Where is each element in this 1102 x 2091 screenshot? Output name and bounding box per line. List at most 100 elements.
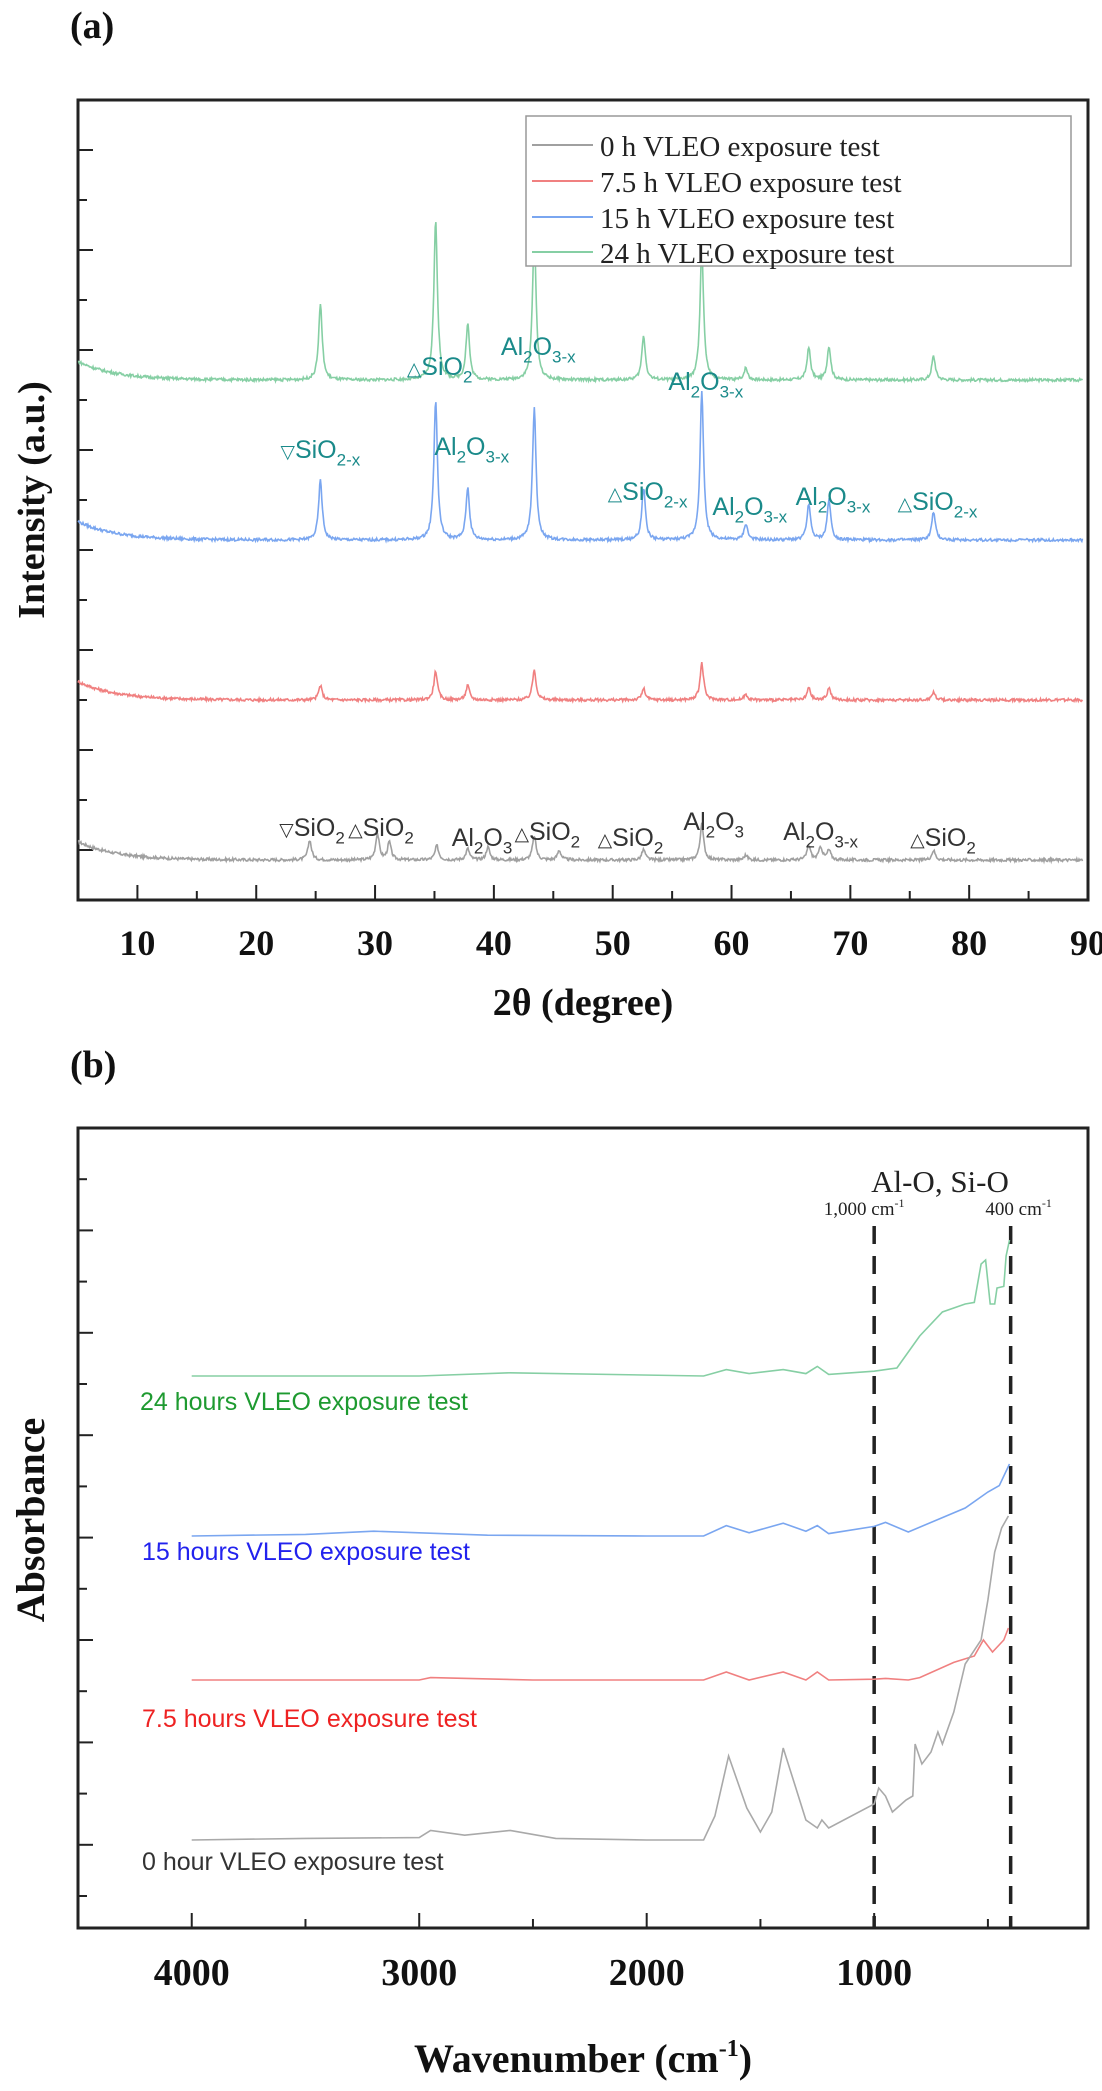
xrd-legend: 0 h VLEO exposure test 7.5 h VLEO exposu… — [525, 115, 1072, 270]
xrd-peak-label-0h-part: 3-x — [834, 833, 858, 852]
ftir-x-axis-label-main: Wavenumber (cm — [414, 2036, 719, 2081]
xrd-peak-label-0h: ▽SiO2 — [279, 814, 345, 848]
xrd-peak-label-24h-part: O — [744, 493, 763, 521]
xrd-peak-label-0h-part: Al — [783, 818, 805, 846]
xrd-peak-label-24h: Al2O3-x — [712, 493, 787, 527]
ftir-series: 24 hours VLEO exposure test 15 hours VLEO… — [140, 1239, 1011, 1876]
xrd-annotations: ▽SiO2-x△SiO2Al2O3-xAl2O3-x△SiO2-xAl2O3-x… — [279, 333, 978, 858]
xrd-peak-label-0h-part: O — [483, 824, 502, 852]
xrd-peak-label-0h-part: SiO — [529, 818, 571, 846]
xrd-peak-label-24h-part: Al — [501, 333, 523, 361]
legend-label-24h: 24 h VLEO exposure test — [600, 238, 894, 270]
xrd-peak-label-24h: Al2O3-x — [668, 368, 743, 402]
ftir-y-ticks — [78, 1178, 93, 1897]
ftir-reference-label-main: 400 cm — [985, 1199, 1042, 1220]
xrd-peak-label-24h-part: 3-x — [552, 348, 576, 367]
xrd-peak-label-0h-part: △ — [515, 823, 530, 844]
xrd-peak-label-24h-part: O — [700, 368, 719, 396]
xrd-peak-label-24h: △SiO2 — [407, 353, 473, 387]
xrd-peak-label-24h-part: ▽ — [281, 441, 296, 462]
xrd-peak-label-0h-part: 3 — [735, 823, 744, 842]
xrd-peak-label-24h-part: 3-x — [764, 508, 788, 527]
ftir-x-tick-label: 3000 — [381, 1952, 457, 1994]
xrd-panel: (a) 10 20 30 40 50 60 70 80 90 ▽SiO2-x△SiO2Al2O3… — [11, 5, 1102, 1024]
xrd-peak-label-24h-part: Al — [796, 483, 818, 511]
xrd-peak-label-24h-part: 2 — [691, 383, 700, 402]
ftir-x-tick-label: 2000 — [609, 1952, 685, 1994]
ftir-y-axis-label: Absorbance — [8, 1418, 53, 1622]
xrd-peak-label-24h-part: SiO — [421, 353, 463, 381]
xrd-peak-label-24h-part: SiO — [622, 478, 664, 506]
xrd-peak-label-0h-part: O — [715, 808, 734, 836]
xrd-peak-label-24h-part: Al — [712, 493, 734, 521]
xrd-peak-label-0h-part: SiO — [925, 824, 967, 852]
xrd-peak-label-0h-part: SiO — [294, 814, 336, 842]
ftir-x-ticks: 4000 3000 2000 1000 — [154, 1913, 989, 1994]
ftir-reference-label-sup: -1 — [895, 1196, 905, 1210]
xrd-series-line — [77, 390, 1084, 544]
xrd-peak-label-24h-part: △ — [407, 358, 422, 379]
xrd-peak-label-24h-part: △ — [608, 483, 623, 504]
xrd-peak-label-24h-part: SiO — [912, 488, 954, 516]
ftir-series-line — [191, 1627, 1010, 1681]
ftir-panel: (b) 4000 3000 2000 1000 1,000 cm-1 400 cm-1 … — [8, 1044, 1090, 2081]
xrd-peak-label-24h-part: 2-x — [337, 451, 361, 470]
legend-label-15h: 15 h VLEO exposure test — [600, 203, 894, 235]
ftir-series-label: 7.5 hours VLEO exposure test — [142, 1705, 477, 1733]
xrd-peak-label-24h-part: 3-x — [486, 448, 510, 467]
xrd-peak-label-24h-part: △ — [898, 493, 913, 514]
xrd-y-ticks — [78, 149, 93, 851]
panel-label-b: (b) — [70, 1044, 116, 1086]
ftir-series-line — [191, 1463, 1011, 1537]
xrd-peak-label-0h-part: 2 — [805, 833, 814, 852]
xrd-x-tick-label: 60 — [714, 923, 750, 963]
xrd-peak-label-0h: Al2O3 — [452, 824, 513, 858]
xrd-peak-label-24h-part: SiO — [295, 436, 337, 464]
xrd-peak-label-24h-part: Al — [668, 368, 690, 396]
xrd-peak-label-24h-part: 2 — [735, 508, 744, 527]
panel-label-a: (a) — [70, 5, 114, 47]
ftir-reference-label-sup: -1 — [1042, 1196, 1052, 1210]
ftir-reference-label: 1,000 cm-1 — [824, 1196, 905, 1220]
xrd-peak-label-0h: Al2O3-x — [783, 818, 858, 852]
xrd-peak-label-24h-part: O — [466, 433, 485, 461]
xrd-x-tick-label: 40 — [476, 923, 512, 963]
ftir-reference-lines: 1,000 cm-1 400 cm-1 — [824, 1196, 1052, 1928]
xrd-peak-label-24h-part: 2-x — [664, 493, 688, 512]
xrd-peak-label-0h: △SiO2 — [515, 818, 581, 852]
xrd-peak-label-24h-part: 2-x — [954, 503, 978, 522]
xrd-peak-label-24h: Al2O3-x — [796, 483, 871, 517]
xrd-peak-label-0h: Al2O3 — [683, 808, 744, 842]
xrd-series — [77, 221, 1084, 865]
xrd-peak-label-0h: △SiO2 — [910, 824, 976, 858]
xrd-peak-label-0h-part: 2 — [474, 839, 483, 858]
xrd-peak-label-0h-part: 3 — [503, 839, 512, 858]
xrd-peak-label-24h-part: O — [533, 333, 552, 361]
ftir-reference-label-main: 1,000 cm — [824, 1199, 895, 1220]
xrd-peak-label-24h-part: 2 — [463, 368, 472, 387]
xrd-series-line — [77, 221, 1084, 385]
xrd-peak-label-0h-part: O — [815, 818, 834, 846]
xrd-peak-label-0h-part: 2 — [966, 839, 975, 858]
xrd-peak-label-24h-part: 2 — [523, 348, 532, 367]
xrd-peak-label-24h-part: O — [827, 483, 846, 511]
xrd-peak-label-0h-part: △ — [598, 829, 613, 850]
xrd-x-tick-label: 80 — [951, 923, 987, 963]
xrd-peak-label-24h: Al2O3-x — [434, 433, 509, 467]
ftir-series-line — [191, 1239, 1011, 1377]
xrd-peak-label-0h-part: △ — [910, 829, 925, 850]
xrd-x-tick-label: 20 — [238, 923, 274, 963]
xrd-x-axis-label: 2θ (degree) — [493, 982, 674, 1024]
ftir-series-label: 15 hours VLEO exposure test — [142, 1538, 470, 1566]
xrd-peak-label-24h: ▽SiO2-x — [281, 436, 361, 470]
xrd-x-tick-label: 30 — [357, 923, 393, 963]
xrd-x-tick-label: 90 — [1070, 923, 1102, 963]
ftir-series-label: 24 hours VLEO exposure test — [140, 1388, 468, 1416]
ftir-series-line — [191, 1515, 1010, 1841]
xrd-peak-label-24h: △SiO2-x — [608, 478, 688, 512]
xrd-peak-label-0h-part: 2 — [335, 829, 344, 848]
ftir-plot-frame — [76, 1126, 1090, 1930]
xrd-peak-label-0h-part: Al — [683, 808, 705, 836]
xrd-peak-label-0h-part: ▽ — [279, 819, 294, 840]
